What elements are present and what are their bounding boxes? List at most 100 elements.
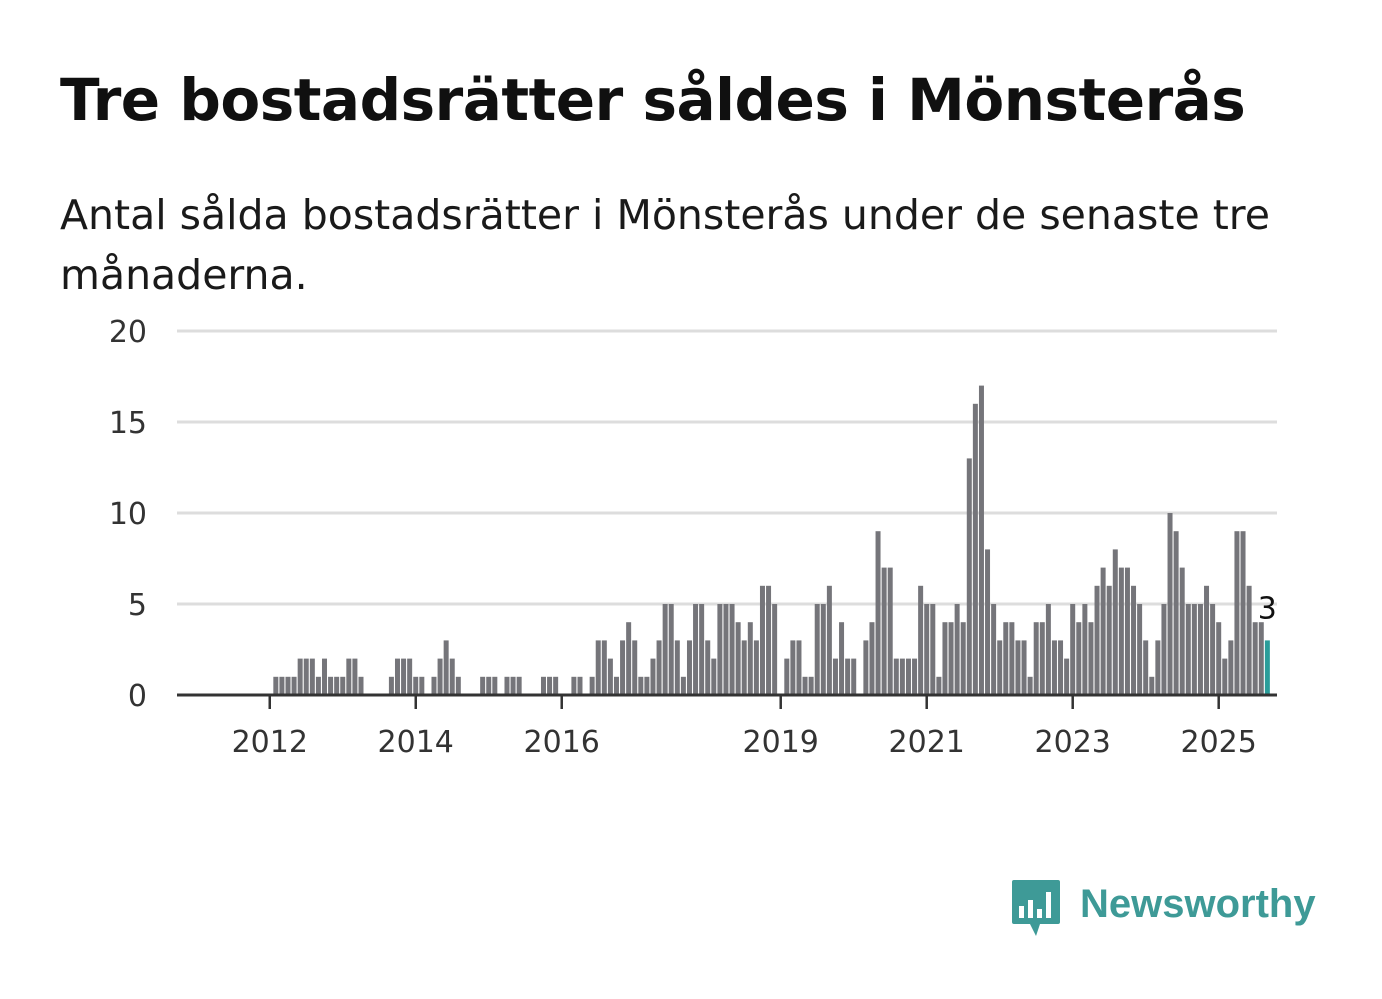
x-tick-label: 2021 — [889, 725, 965, 760]
bar — [1210, 604, 1216, 695]
bar — [912, 658, 918, 695]
bar — [1027, 676, 1033, 695]
bar — [784, 658, 790, 695]
bar — [997, 640, 1003, 695]
bar — [632, 640, 638, 695]
bar — [960, 622, 966, 695]
bar — [832, 658, 838, 695]
bar — [401, 658, 407, 695]
bar — [881, 567, 887, 695]
bar — [1185, 604, 1191, 695]
bar — [1143, 640, 1149, 695]
y-axis-ticks: 0 5 10 15 20 — [109, 315, 147, 714]
bar — [693, 604, 699, 695]
y-tick-label: 10 — [109, 497, 147, 532]
bar — [924, 604, 930, 695]
bar — [516, 676, 522, 695]
bar — [328, 676, 334, 695]
bar — [455, 676, 461, 695]
bar — [1167, 513, 1173, 695]
bar — [790, 640, 796, 695]
x-tick-label: 2023 — [1035, 725, 1111, 760]
bar — [492, 676, 498, 695]
bar — [1088, 622, 1094, 695]
bar — [540, 676, 546, 695]
bar — [1173, 531, 1179, 695]
bar — [607, 658, 613, 695]
highlight-value-label: 3 — [1258, 591, 1277, 626]
bar — [839, 622, 845, 695]
bar — [1124, 567, 1130, 695]
bar — [1204, 585, 1210, 695]
bar — [644, 676, 650, 695]
bar — [553, 676, 559, 695]
bar — [1118, 567, 1124, 695]
brand-name: Newsworthy — [1080, 882, 1316, 926]
bar — [1131, 585, 1137, 695]
bar — [699, 604, 705, 695]
bar — [966, 458, 972, 695]
bar — [394, 658, 400, 695]
bar — [1039, 622, 1045, 695]
bar — [905, 658, 911, 695]
bar — [1003, 622, 1009, 695]
bar — [413, 676, 419, 695]
y-tick-label: 0 — [128, 679, 147, 714]
bar — [650, 658, 656, 695]
bar — [577, 676, 583, 695]
bar — [1100, 567, 1106, 695]
bar — [863, 640, 869, 695]
bars — [273, 385, 1270, 695]
bar — [407, 658, 413, 695]
bar — [1149, 676, 1155, 695]
bar — [1197, 604, 1203, 695]
bar — [972, 403, 978, 695]
bar — [1094, 585, 1100, 695]
bar — [918, 585, 924, 695]
bar — [869, 622, 875, 695]
bar — [1112, 549, 1118, 695]
bar — [674, 640, 680, 695]
bar — [504, 676, 510, 695]
bar — [589, 676, 595, 695]
bar — [613, 676, 619, 695]
bar — [1015, 640, 1021, 695]
data-labels: 3 — [1258, 591, 1277, 626]
bar — [845, 658, 851, 695]
bar — [875, 531, 881, 695]
bar — [638, 676, 644, 695]
bar — [899, 658, 905, 695]
highlight-bar — [1264, 640, 1270, 695]
bar — [449, 658, 455, 695]
x-tick-label: 2019 — [743, 725, 819, 760]
chart-subtitle: Antal sålda bostadsrätter i Mönsterås un… — [60, 191, 1270, 299]
bar — [346, 658, 352, 695]
bar — [510, 676, 516, 695]
bar — [686, 640, 692, 695]
bar — [1161, 604, 1167, 695]
bar — [723, 604, 729, 695]
bar-chart-speech-bubble-icon — [1012, 880, 1060, 936]
chart-title: Tre bostadsrätter såldes i Mönsterås — [60, 66, 1246, 134]
bar — [285, 676, 291, 695]
bar — [1137, 604, 1143, 695]
bar — [930, 604, 936, 695]
bar — [1076, 622, 1082, 695]
bar — [388, 676, 394, 695]
bar — [936, 676, 942, 695]
bar — [1234, 531, 1240, 695]
bar — [1252, 622, 1258, 695]
bar — [620, 640, 626, 695]
bar — [662, 604, 668, 695]
bar — [486, 676, 492, 695]
bar — [991, 604, 997, 695]
gridlines — [177, 329, 1277, 606]
bar — [443, 640, 449, 695]
bar — [1240, 531, 1246, 695]
bar — [1216, 622, 1222, 695]
bar — [680, 676, 686, 695]
bar — [808, 676, 814, 695]
bar — [1246, 585, 1252, 695]
bar — [802, 676, 808, 695]
bar — [717, 604, 723, 695]
